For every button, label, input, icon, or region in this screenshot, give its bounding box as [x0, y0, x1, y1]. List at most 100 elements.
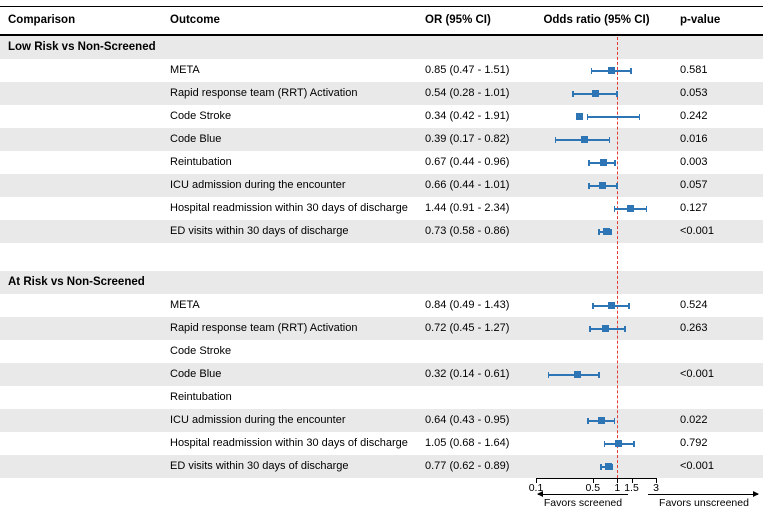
p-value: 0.003 — [680, 156, 708, 168]
p-value: 0.263 — [680, 322, 708, 334]
or-ci-value: 0.67 (0.44 - 0.96) — [425, 156, 510, 168]
ci-cap-low — [554, 137, 557, 143]
forest-row: Code Stroke 0.34 (0.42 - 1.91) 0.242 — [0, 105, 763, 128]
or-ci-value: 0.72 (0.45 - 1.27) — [425, 322, 510, 334]
ci-cap-low — [613, 206, 616, 212]
or-marker — [607, 302, 615, 309]
outcome-label: Hospital readmission within 30 days of d… — [170, 202, 408, 214]
or-ci-value: 0.66 (0.44 - 1.01) — [425, 179, 510, 191]
or-ci-value: 0.32 (0.14 - 0.61) — [425, 368, 510, 380]
axis-tick-label: 0.1 — [528, 482, 544, 494]
outcome-label: Rapid response team (RRT) Activation — [170, 87, 358, 99]
header-p-value: p-value — [680, 14, 721, 26]
outcome-label: ED visits within 30 days of discharge — [170, 460, 349, 472]
or-marker — [615, 440, 623, 447]
ci-cap-high — [616, 91, 618, 97]
comparison-group-label: Low Risk vs Non-Screened — [8, 41, 156, 53]
column-header-row: Comparison Outcome OR (95% CI) Odds rati… — [0, 7, 763, 36]
table-body: Low Risk vs Non-Screened META 0.85 (0.47 -… — [0, 36, 763, 478]
header-outcome: Outcome — [170, 14, 220, 26]
ci-line — [586, 116, 641, 118]
axis-tick-label: 1 — [614, 482, 621, 494]
or-marker — [602, 325, 610, 332]
favors-screened-arrow — [537, 491, 628, 497]
p-value: 0.524 — [680, 299, 708, 311]
outcome-label: Hospital readmission within 30 days of d… — [170, 437, 408, 449]
outcome-label: Code Stroke — [170, 110, 232, 122]
ci-cap-high — [645, 206, 648, 212]
or-marker — [597, 417, 605, 424]
outcome-label: ICU admission during the encounter — [170, 179, 346, 191]
ci-cap-low — [590, 68, 593, 74]
spacer-row — [0, 243, 763, 271]
reference-line — [617, 37, 619, 478]
axis-tick — [617, 479, 619, 483]
ci-cap-high — [598, 372, 600, 378]
outcome-label: Code Blue — [170, 133, 222, 145]
ci-cap-low — [603, 441, 606, 447]
comparison-group-label: At Risk vs Non-Screened — [8, 276, 145, 288]
p-value: 0.581 — [680, 64, 708, 76]
axis-tick-label: 3 — [653, 482, 659, 494]
header-odds-ratio-plot: Odds ratio (95% CI) — [543, 14, 650, 26]
forest-row: Code Blue 0.32 (0.14 - 0.61) <0.001 — [0, 363, 763, 386]
ci-cap-low — [587, 418, 589, 424]
or-ci-value: 0.39 (0.17 - 0.82) — [425, 133, 510, 145]
p-value: <0.001 — [680, 368, 714, 380]
or-ci-value: 1.44 (0.91 - 2.34) — [425, 202, 510, 214]
axis-tick — [536, 479, 537, 483]
top-rule — [0, 6, 763, 7]
p-value: 0.022 — [680, 414, 708, 426]
outcome-label: META — [170, 64, 200, 76]
or-ci-value: 0.64 (0.43 - 0.95) — [425, 414, 510, 426]
forest-row: Reintubation 0.67 (0.44 - 0.96) 0.003 — [0, 151, 763, 174]
ci-cap-high — [608, 137, 611, 143]
outcome-label: ED visits within 30 days of discharge — [170, 225, 349, 237]
group-header-row: Low Risk vs Non-Screened — [0, 36, 763, 59]
header-or-ci: OR (95% CI) — [425, 14, 491, 26]
ci-cap-high — [613, 418, 616, 424]
forest-row: Code Blue 0.39 (0.17 - 0.82) 0.016 — [0, 128, 763, 151]
ci-cap-low — [586, 114, 589, 120]
or-marker — [591, 90, 599, 97]
forest-row: ED visits within 30 days of discharge 0.7… — [0, 220, 763, 243]
ci-cap-high — [616, 183, 618, 189]
favors-screened-label: Favors screened — [543, 497, 623, 509]
outcome-label: Reintubation — [170, 391, 232, 403]
or-ci-value: 0.54 (0.28 - 1.01) — [425, 87, 510, 99]
or-marker — [573, 371, 581, 378]
ci-cap-high — [633, 441, 635, 447]
header-comparison: Comparison — [8, 14, 76, 26]
or-ci-value: 1.05 (0.68 - 1.64) — [425, 437, 510, 449]
forest-row: Code Stroke — [0, 340, 763, 363]
forest-row: ED visits within 30 days of discharge 0.7… — [0, 455, 763, 478]
favors-unscreened-label: Favors unscreened — [659, 497, 749, 509]
ci-cap-low — [588, 160, 590, 166]
forest-row: Hospital readmission within 30 days of d… — [0, 197, 763, 220]
ci-cap-high — [610, 229, 612, 235]
ci-cap-low — [588, 183, 590, 189]
group-header-row: At Risk vs Non-Screened — [0, 271, 763, 294]
outcome-label: ICU admission during the encounter — [170, 414, 346, 426]
ci-cap-high — [614, 160, 616, 166]
ci-cap-high — [624, 326, 626, 332]
or-ci-value: 0.77 (0.62 - 0.89) — [425, 460, 510, 472]
ci-cap-low — [572, 91, 574, 97]
forest-row: ICU admission during the encounter 0.66 (… — [0, 174, 763, 197]
axis-tick-label: 1.5 — [624, 482, 639, 494]
outcome-label: Code Stroke — [170, 345, 232, 357]
x-axis-line — [536, 478, 657, 479]
forest-row: META 0.85 (0.47 - 1.51) 0.581 — [0, 59, 763, 82]
or-marker — [580, 136, 588, 143]
axis-tick-label: 0.5 — [585, 482, 601, 494]
or-marker — [599, 159, 607, 166]
favors-unscreened-arrow — [648, 491, 759, 497]
outcome-label: Code Blue — [170, 368, 222, 380]
forest-row: ICU admission during the encounter 0.64 (… — [0, 409, 763, 432]
forest-row: Rapid response team (RRT) Activation 0.54… — [0, 82, 763, 105]
or-marker — [604, 463, 612, 470]
ci-cap-high — [630, 68, 632, 74]
ci-cap-high — [638, 114, 641, 120]
or-ci-value: 0.34 (0.42 - 1.91) — [425, 110, 510, 122]
